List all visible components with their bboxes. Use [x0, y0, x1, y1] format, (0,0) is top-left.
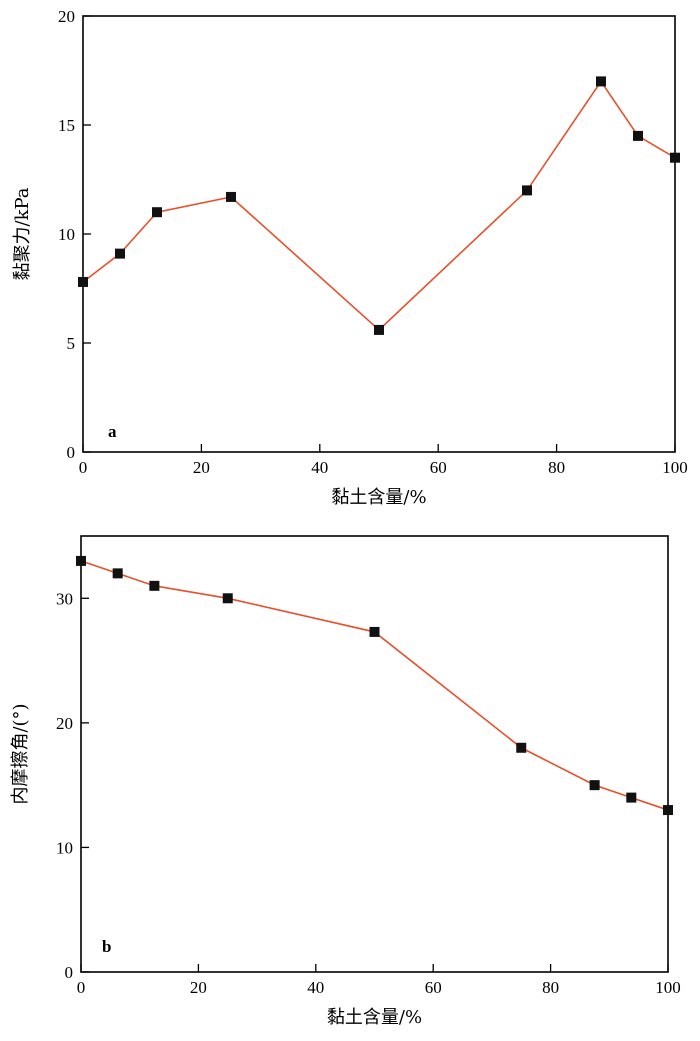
y-tick-label: 30: [56, 589, 73, 608]
data-point: [226, 191, 236, 202]
series-line: [82, 79, 676, 332]
y-tick-label: 10: [58, 225, 75, 244]
y-tick-label: 5: [67, 334, 76, 353]
x-tick-label: 80: [548, 458, 565, 477]
x-tick-label: 100: [655, 978, 681, 997]
y-tick-label: 0: [67, 443, 76, 462]
plot-frame: [82, 15, 676, 453]
x-tick-label: 20: [193, 458, 210, 477]
x-tick-label: 0: [79, 458, 88, 477]
panel-label: a: [108, 422, 117, 441]
y-tick-label: 10: [56, 838, 73, 857]
x-tick-label: 40: [307, 978, 324, 997]
chart-panel-a: 0 20 40 60 80 100 0 5 10 15 20 黏土含量/% 黏聚力/kPa a: [12, 7, 688, 508]
x-tick-label: 0: [77, 978, 86, 997]
data-point: [670, 152, 680, 163]
x-axis-title: 黏土含量/%: [331, 487, 426, 508]
x-tick-label: 100: [662, 458, 688, 477]
y-axis-title: 内摩擦角/(°): [10, 703, 31, 804]
y-tick-label: 0: [65, 963, 74, 982]
data-point: [112, 568, 123, 579]
data-point: [374, 324, 384, 335]
y-tick-label: 20: [56, 714, 73, 733]
y-axis-title: 黏聚力/kPa: [12, 187, 33, 280]
data-point: [222, 593, 233, 604]
data-point: [626, 792, 637, 803]
data-point: [589, 780, 600, 791]
x-tick-label: 60: [430, 458, 447, 477]
y-tick-label: 20: [58, 7, 75, 26]
chart-panel-b: 0 20 40 60 80 100 0 10 20 30 黏土含量/% 内摩擦角/(°) b: [10, 535, 681, 1028]
data-point: [78, 276, 88, 287]
plot-frame: [80, 535, 669, 973]
y-tick-label: 15: [58, 116, 75, 135]
series-line: [80, 560, 669, 811]
data-point: [516, 742, 527, 753]
data-point: [633, 130, 643, 141]
data-point: [115, 248, 125, 259]
data-point: [522, 185, 532, 196]
x-axis-title: 黏土含量/%: [327, 1007, 422, 1028]
data-point: [149, 580, 160, 591]
data-point: [663, 805, 673, 816]
x-tick-label: 20: [190, 978, 207, 997]
panel-label: b: [102, 937, 111, 956]
x-tick-label: 60: [425, 978, 442, 997]
data-point: [369, 626, 380, 637]
x-tick-label: 80: [542, 978, 559, 997]
data-point: [76, 555, 86, 566]
data-point: [152, 207, 162, 218]
x-tick-label: 40: [311, 458, 328, 477]
data-point: [596, 76, 606, 87]
